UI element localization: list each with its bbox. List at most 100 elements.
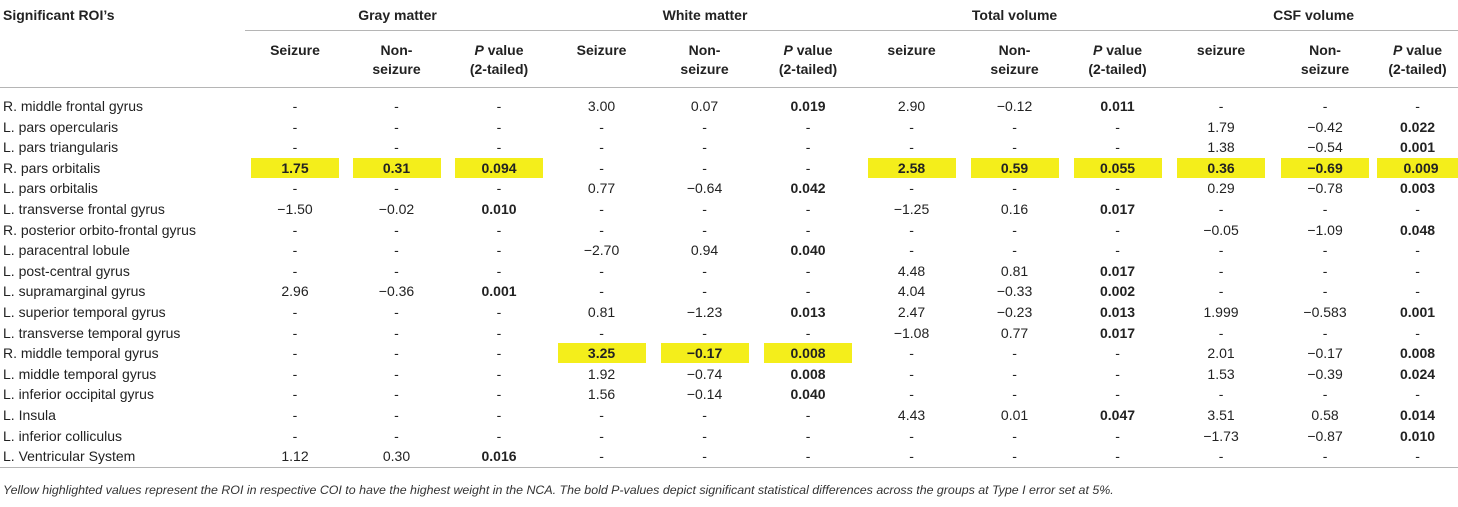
cell-value: - xyxy=(1322,283,1328,300)
value-cell: - xyxy=(245,88,345,117)
cell-value: 0.008 xyxy=(1400,345,1436,362)
cell-value: - xyxy=(599,200,604,217)
cell-value: 3.25 xyxy=(557,343,646,364)
cell-value: - xyxy=(496,324,502,341)
cell-value: - xyxy=(1012,365,1017,382)
cell-value: - xyxy=(1415,262,1420,279)
cell-value: - xyxy=(1115,118,1120,135)
roi-name: L. inferior colliculus xyxy=(3,427,123,444)
cell-value: - xyxy=(292,221,298,238)
cell-value: - xyxy=(1012,448,1017,465)
cell-value: - xyxy=(702,200,707,217)
cell-value: - xyxy=(909,427,914,444)
cell-value: - xyxy=(394,180,399,197)
cell-value: - xyxy=(292,262,298,279)
cell-value: - xyxy=(1322,242,1328,259)
roi-name: L. post-central gyrus xyxy=(3,262,130,279)
value-cell: - xyxy=(345,323,448,344)
group-header-gray-matter: Gray matter xyxy=(245,0,551,31)
value-cell: 1.56 xyxy=(550,384,653,405)
value-cell: - xyxy=(550,137,653,158)
cell-value: 0.048 xyxy=(1400,221,1436,238)
cell-value: 0.042 xyxy=(790,180,826,197)
value-cell: - xyxy=(653,117,756,138)
value-cell: - xyxy=(756,261,860,282)
value-cell: - xyxy=(756,137,860,158)
value-cell: - xyxy=(1169,261,1273,282)
value-cell: - xyxy=(653,281,756,302)
roi-name: L. paracentral lobule xyxy=(3,242,130,259)
value-cell: - xyxy=(1377,240,1458,261)
value-cell: - xyxy=(345,302,448,323)
value-cell: 0.010 xyxy=(1377,426,1458,447)
value-cell: - xyxy=(345,343,448,364)
value-cell: - xyxy=(963,240,1066,261)
value-cell: - xyxy=(1273,240,1377,261)
value-cell: 0.055 xyxy=(1066,157,1169,179)
value-cell: −0.02 xyxy=(345,199,448,220)
cell-value: - xyxy=(599,448,604,465)
subheader-cell: Non-seizure xyxy=(680,42,729,77)
cell-value: 0.001 xyxy=(481,283,517,300)
cell-value: - xyxy=(599,262,604,279)
cell-value: - xyxy=(599,118,604,135)
cell-value: - xyxy=(1415,242,1420,259)
cell-value: −0.12 xyxy=(996,98,1033,114)
value-cell: −0.12 xyxy=(963,88,1066,117)
value-cell: 0.094 xyxy=(448,157,550,179)
cell-value: - xyxy=(805,324,811,341)
value-cell: 0.81 xyxy=(550,302,653,323)
value-cell: −0.23 xyxy=(963,302,1066,323)
cell-value: - xyxy=(1115,427,1120,444)
value-cell: - xyxy=(1169,199,1273,220)
cell-value: 0.055 xyxy=(1073,157,1162,178)
value-cell: 0.07 xyxy=(653,88,756,117)
cell-value: 0.017 xyxy=(1100,324,1136,341)
value-cell: - xyxy=(448,220,550,241)
cell-value: - xyxy=(292,118,298,135)
value-cell: 2.96 xyxy=(245,281,345,302)
table-row: L. transverse frontal gyrus −1.50 −0.02 0.0… xyxy=(0,199,1458,220)
value-cell: 0.017 xyxy=(1066,199,1169,220)
value-cell: 0.024 xyxy=(1377,364,1458,385)
cell-value: 3.00 xyxy=(587,98,616,114)
value-cell: - xyxy=(448,302,550,323)
value-cell: 0.010 xyxy=(448,199,550,220)
value-cell: −0.583 xyxy=(1273,302,1377,323)
value-cell: 2.90 xyxy=(860,88,963,117)
value-cell: 0.003 xyxy=(1377,178,1458,199)
value-cell: - xyxy=(756,220,860,241)
value-cell: - xyxy=(860,117,963,138)
value-cell: 0.008 xyxy=(756,364,860,385)
value-cell: −0.39 xyxy=(1273,364,1377,385)
cell-value: - xyxy=(1322,98,1328,114)
cell-value: - xyxy=(805,221,811,238)
value-cell: - xyxy=(1169,323,1273,344)
cell-value: - xyxy=(496,98,502,114)
value-cell: - xyxy=(448,88,550,117)
value-cell: - xyxy=(1066,343,1169,364)
subheader-row: Seizure Non-seizure P value (2-tailed) Seizu… xyxy=(0,31,1458,88)
cell-value: - xyxy=(1012,242,1017,259)
cell-value: - xyxy=(805,262,811,279)
value-cell: - xyxy=(963,426,1066,447)
cell-value: 2.90 xyxy=(897,98,926,114)
value-cell: −0.05 xyxy=(1169,220,1273,241)
value-cell: 1.75 xyxy=(245,157,345,179)
value-cell: - xyxy=(245,405,345,426)
cell-value: 0.008 xyxy=(790,365,826,382)
value-cell: - xyxy=(1377,323,1458,344)
cell-value: - xyxy=(394,324,399,341)
value-cell: 0.58 xyxy=(1273,405,1377,426)
cell-value: - xyxy=(1415,283,1420,300)
subheader-cell: P value (2-tailed) xyxy=(778,42,838,77)
value-cell: - xyxy=(963,384,1066,405)
value-cell: - xyxy=(756,323,860,344)
roi-name: L. pars orbitalis xyxy=(3,180,98,197)
value-cell: 0.014 xyxy=(1377,405,1458,426)
value-cell: - xyxy=(756,281,860,302)
cell-value: −0.583 xyxy=(1303,303,1347,320)
cell-value: - xyxy=(599,221,604,238)
value-cell: 0.77 xyxy=(550,178,653,199)
cell-value: 0.58 xyxy=(1311,406,1339,423)
